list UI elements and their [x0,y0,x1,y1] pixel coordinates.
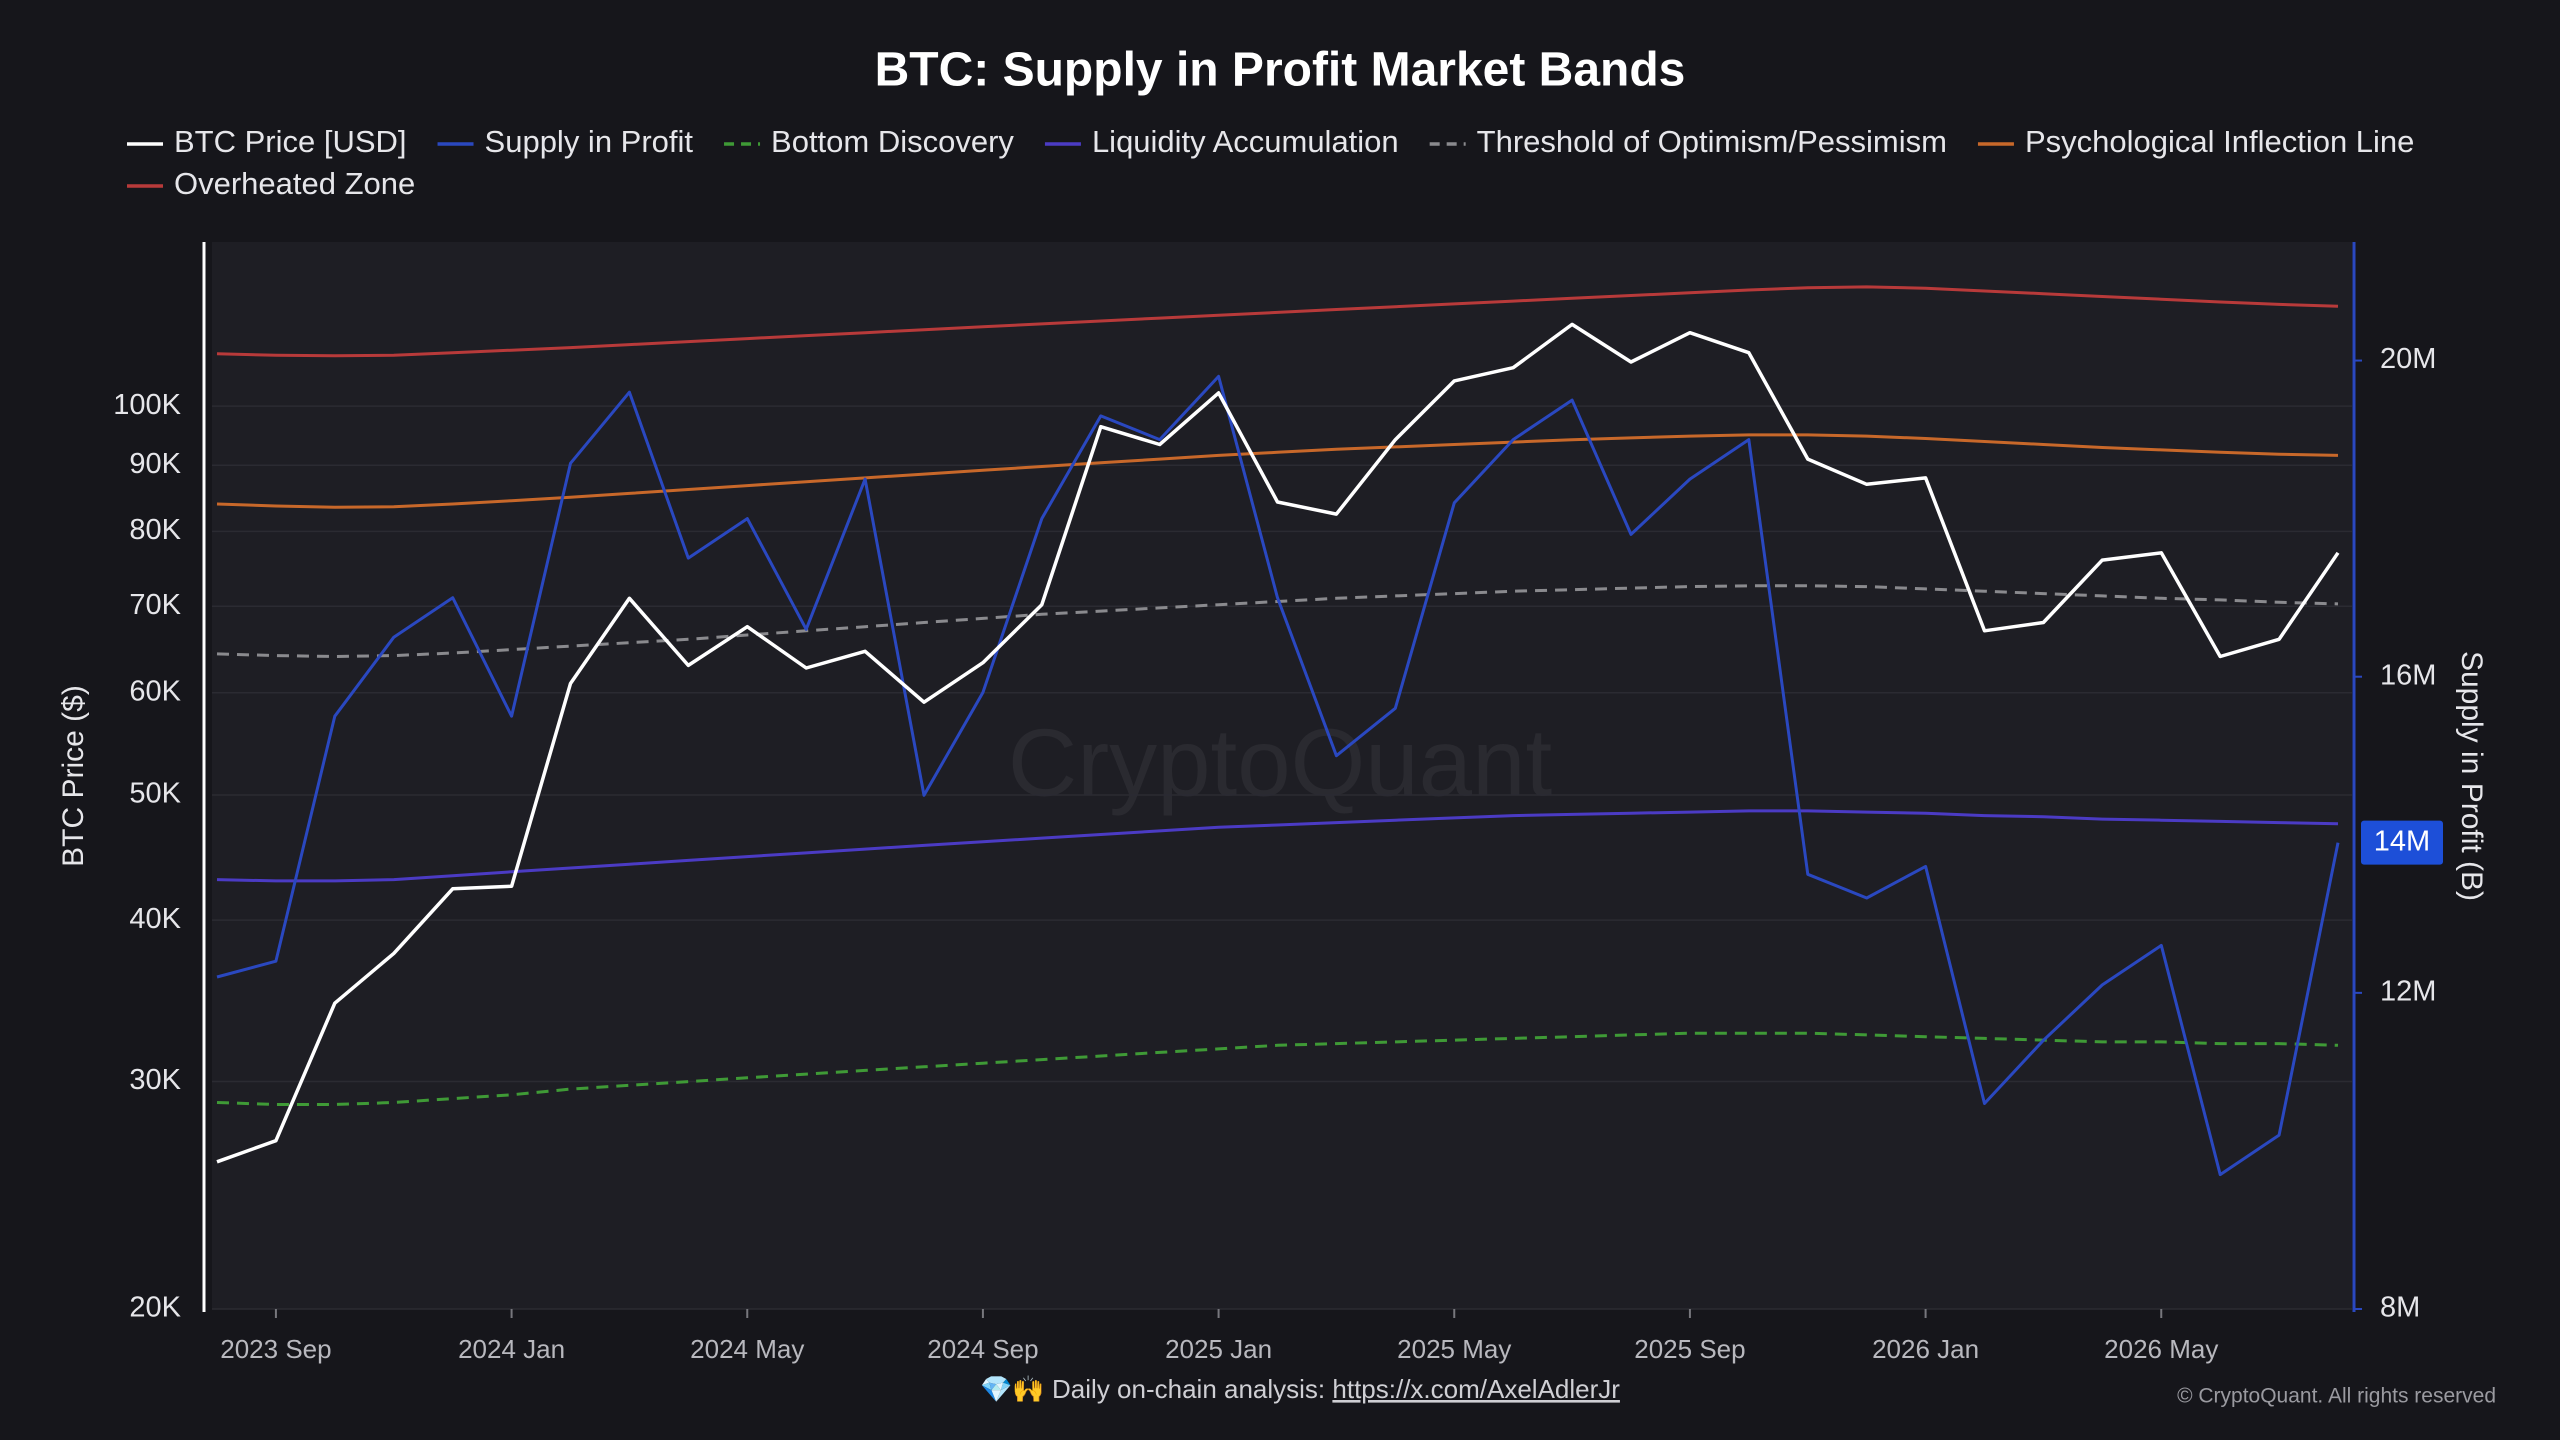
legend-item: Bottom Discovery [724,124,1014,159]
legend-item: BTC Price [USD] [127,124,407,159]
series-line [216,1031,2339,1106]
y-tick-label: 50K [129,778,181,810]
y-tick-label: 40K [129,903,181,935]
x-tick-label: 2025 Jan [1165,1334,1272,1364]
x-tick-label: 2024 Jan [458,1334,565,1364]
legend-item: Threshold of Optimism/Pessimism [1429,124,1947,159]
plot-area [212,242,2352,1309]
series-line [216,433,2339,509]
value-label: 14M [2374,825,2430,857]
footer: 💎🙌 Daily on-chain analysis: https://x.co… [980,1374,1620,1404]
y-tick-label: 30K [129,1064,181,1096]
x-tick-label: 2025 Sep [1634,1334,1745,1364]
y-tick-label: 70K [129,589,181,621]
x-tick-label: 2024 Sep [927,1334,1038,1364]
y-axis-title: BTC Price ($) [57,685,90,867]
series-line [216,809,2339,883]
legend-label: Supply in Profit [485,124,694,159]
series-line [216,285,2339,358]
y2-tick-label: 20M [2380,343,2436,375]
copyright: © CryptoQuant. All rights reserved [2177,1385,2496,1408]
y2-axis-title: Supply in Profit (B) [2455,651,2488,901]
legend-label: Overheated Zone [174,166,415,201]
y-tick-label: 20K [129,1292,181,1324]
x-tick-label: 2025 May [1397,1334,1511,1364]
legend-item: Supply in Profit [437,124,694,159]
footer-link[interactable]: https://x.com/AxelAdlerJr [1332,1374,1620,1404]
x-tick-label: 2024 May [690,1334,804,1364]
legend-item: Liquidity Accumulation [1044,124,1399,159]
legend-label: Liquidity Accumulation [1092,124,1399,159]
y2-tick-label: 8M [2380,1292,2420,1324]
series-line [216,322,2340,1164]
y2-tick-label: 12M [2380,976,2436,1008]
x-tick-label: 2026 Jan [1872,1334,1979,1364]
legend-label: Threshold of Optimism/Pessimism [1477,124,1947,159]
y-tick-label: 90K [129,448,181,480]
footer-text: 💎🙌 Daily on-chain analysis: [980,1374,1332,1404]
x-tick-label: 2023 Sep [220,1334,331,1364]
legend-item: Overheated Zone [127,166,415,201]
y-tick-label: 60K [129,675,181,707]
x-tick-label: 2026 May [2104,1334,2218,1364]
y-tick-label: 80K [129,514,181,546]
y2-tick-label: 16M [2380,659,2436,691]
value-label-box [2361,820,2443,865]
legend-label: Psychological Inflection Line [2025,124,2414,159]
legend-label: Bottom Discovery [771,124,1014,159]
chart-title: BTC: Supply in Profit Market Bands [875,44,1686,97]
legend-item: Psychological Inflection Line [1977,124,2414,159]
legend-label: BTC Price [USD] [174,124,407,159]
watermark: CryptoQuant [1008,709,1552,816]
y-tick-label: 100K [113,389,181,421]
series-line [216,374,2340,1177]
